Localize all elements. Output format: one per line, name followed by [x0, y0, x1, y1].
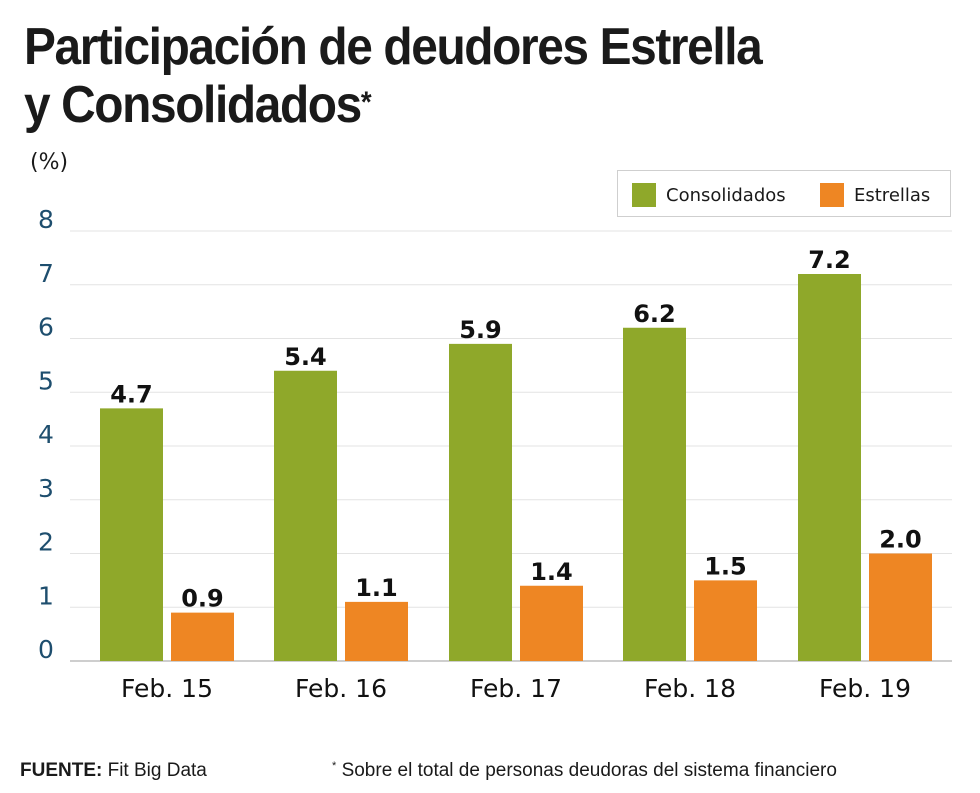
note-text: Sobre el total de personas deudoras del …: [341, 760, 837, 781]
legend-swatch-consolidados: [632, 183, 656, 207]
data-label: 5.4: [284, 343, 327, 371]
data-label: 2.0: [879, 526, 922, 554]
bar-estrellas: [171, 612, 234, 661]
legend-label-consolidados: Consolidados: [666, 185, 786, 206]
data-label: 0.9: [181, 585, 224, 613]
bar-estrellas: [520, 585, 583, 661]
y-tick-label: 7: [38, 259, 54, 288]
title-asterisk: *: [360, 86, 372, 119]
y-tick-label: 2: [38, 528, 54, 557]
legend: Consolidados Estrellas: [617, 170, 951, 217]
data-label: 1.5: [704, 552, 747, 580]
source-value: Fit Big Data: [107, 760, 207, 781]
bar-consolidados: [798, 274, 861, 661]
data-label: 1.4: [530, 558, 573, 586]
legend-swatch-estrellas: [820, 183, 844, 207]
data-label: 1.1: [355, 574, 398, 602]
x-tick-label: Feb. 16: [295, 674, 387, 703]
chart-title: Participación de deudores Estrella y Con…: [24, 18, 980, 134]
bar-consolidados: [623, 327, 686, 661]
chart-title-line-1: Participación de deudores Estrella: [24, 18, 763, 76]
data-label: 5.9: [459, 316, 502, 344]
bar-consolidados: [274, 370, 337, 661]
y-tick-label: 5: [38, 366, 54, 395]
chart-title-line-2-text: y Consolidados: [24, 76, 362, 134]
x-tick-label: Feb. 19: [819, 674, 911, 703]
y-tick-label: 0: [38, 635, 54, 664]
data-label: 6.2: [633, 300, 676, 328]
bar-estrellas: [694, 580, 757, 661]
bar-consolidados: [449, 343, 512, 661]
x-tick-label: Feb. 18: [644, 674, 736, 703]
source-label: FUENTE:: [20, 760, 103, 781]
data-label: 7.2: [808, 246, 851, 274]
legend-label-estrellas: Estrellas: [854, 185, 931, 206]
y-tick-label: 3: [38, 474, 54, 503]
y-tick-label: 1: [38, 581, 54, 610]
bar-estrellas: [869, 553, 932, 661]
x-tick-label: Feb. 15: [121, 674, 213, 703]
y-tick-label: 4: [38, 420, 54, 449]
bar-estrellas: [345, 601, 408, 661]
footer-source: FUENTE: Fit Big Data: [20, 760, 207, 782]
note-asterisk: *: [332, 760, 337, 772]
footer-note: * Sobre el total de personas deudoras de…: [332, 760, 837, 782]
y-axis-unit-label: (%): [30, 150, 69, 175]
bar-consolidados: [100, 408, 163, 661]
data-label: 4.7: [110, 380, 153, 408]
x-tick-label: Feb. 17: [470, 674, 562, 703]
y-tick-label: 6: [38, 313, 54, 342]
chart-title-line-2: y Consolidados*: [24, 76, 980, 134]
y-tick-label: 8: [38, 205, 54, 234]
